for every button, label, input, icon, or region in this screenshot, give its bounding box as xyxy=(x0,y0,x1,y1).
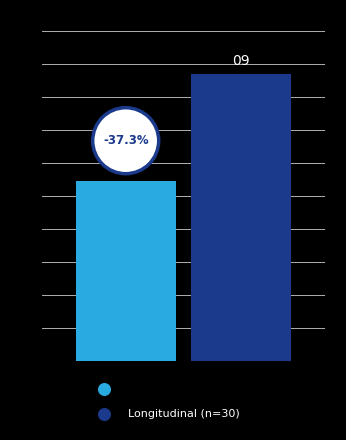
Bar xyxy=(191,74,291,361)
Ellipse shape xyxy=(93,108,159,174)
Point xyxy=(101,386,107,393)
Bar xyxy=(76,181,175,361)
Text: -37.3%: -37.3% xyxy=(103,134,148,147)
Text: Longitudinal (n=30): Longitudinal (n=30) xyxy=(128,409,240,418)
Point xyxy=(101,410,107,417)
Text: 09: 09 xyxy=(232,54,250,68)
